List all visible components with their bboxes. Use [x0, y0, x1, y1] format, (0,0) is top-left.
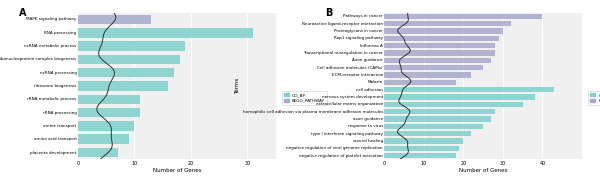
- X-axis label: Number of Genes: Number of Genes: [459, 168, 508, 173]
- Bar: [385, 29, 503, 34]
- Bar: [78, 28, 253, 38]
- Legend: GO_BP, KEGG_PATHWAY: GO_BP, KEGG_PATHWAY: [588, 91, 600, 105]
- Bar: [385, 72, 472, 78]
- Y-axis label: Terms: Terms: [235, 78, 240, 94]
- Bar: [385, 131, 472, 136]
- Text: A: A: [19, 8, 26, 18]
- Bar: [78, 81, 169, 91]
- Text: B: B: [325, 8, 332, 18]
- Bar: [78, 41, 185, 51]
- Bar: [385, 102, 523, 107]
- Bar: [78, 108, 140, 117]
- Bar: [385, 65, 483, 70]
- Bar: [385, 124, 483, 129]
- Bar: [78, 148, 118, 157]
- Bar: [385, 43, 495, 48]
- X-axis label: Number of Genes: Number of Genes: [152, 168, 201, 173]
- Bar: [78, 121, 134, 131]
- Bar: [385, 94, 535, 100]
- Bar: [385, 138, 463, 143]
- Bar: [78, 135, 129, 144]
- Bar: [385, 80, 455, 85]
- Bar: [385, 36, 499, 41]
- Bar: [385, 58, 491, 63]
- Bar: [78, 55, 179, 64]
- Bar: [78, 15, 151, 24]
- Bar: [78, 68, 174, 77]
- Bar: [385, 51, 495, 56]
- Legend: GO_BP, KEGG_PATHWAY: GO_BP, KEGG_PATHWAY: [281, 91, 327, 105]
- Bar: [385, 153, 455, 158]
- Bar: [385, 116, 491, 122]
- Bar: [385, 21, 511, 26]
- Bar: [78, 95, 140, 104]
- Bar: [385, 87, 554, 92]
- Bar: [385, 146, 460, 151]
- Bar: [385, 109, 495, 114]
- Bar: [385, 14, 542, 19]
